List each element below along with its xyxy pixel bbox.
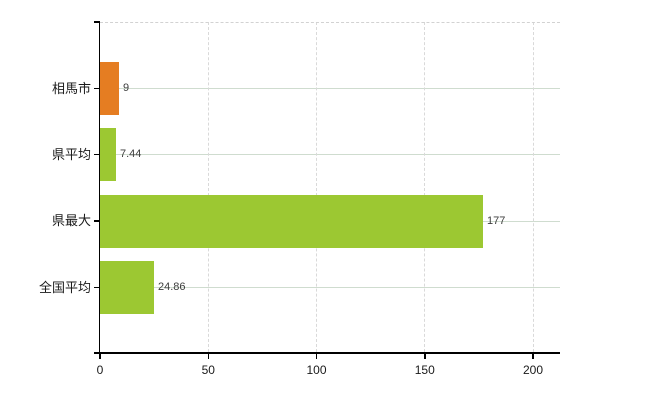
x-tick-label-100: 100 (306, 363, 327, 377)
y-tick-3 (94, 286, 100, 289)
x-gridline-150 (424, 22, 426, 352)
x-tick-label-200: 200 (522, 363, 544, 377)
bar-3 (100, 261, 154, 314)
category-gridline-0 (100, 88, 560, 89)
y-axis-line (98, 22, 100, 352)
bar-0 (100, 62, 119, 115)
x-tick-label-0: 0 (96, 363, 104, 377)
bar-2 (100, 194, 483, 248)
x-tick-50 (207, 353, 209, 359)
x-tick-100 (315, 353, 318, 359)
x-gridline-200 (532, 22, 534, 352)
value-label-1: 7.44 (120, 148, 142, 160)
x-gridline-100 (316, 22, 317, 352)
value-label-0: 9 (123, 82, 130, 94)
category-label-0: 相馬市 (51, 80, 91, 96)
category-label-1: 県平均 (51, 146, 91, 162)
x-tick-label-150: 150 (414, 363, 435, 377)
category-label-2: 県最大 (51, 213, 91, 228)
x-axis-line (94, 352, 560, 354)
y-tick-2 (94, 220, 100, 222)
x-tick-200 (532, 353, 534, 359)
x-tick-0 (99, 353, 101, 359)
y-tick-1 (94, 153, 100, 156)
y-axis-top-tick (94, 21, 100, 23)
value-label-3: 24.86 (158, 281, 186, 293)
plot-top-border (100, 21, 560, 23)
category-label-3: 全国平均 (38, 279, 91, 295)
bar-1 (100, 128, 116, 181)
y-tick-0 (94, 87, 100, 90)
category-gridline-1 (100, 154, 560, 155)
category-gridline-3 (100, 287, 560, 288)
x-tick-150 (424, 353, 426, 359)
x-tick-label-50: 50 (201, 363, 215, 377)
value-label-2: 177 (487, 214, 506, 227)
x-gridline-50 (207, 22, 209, 352)
